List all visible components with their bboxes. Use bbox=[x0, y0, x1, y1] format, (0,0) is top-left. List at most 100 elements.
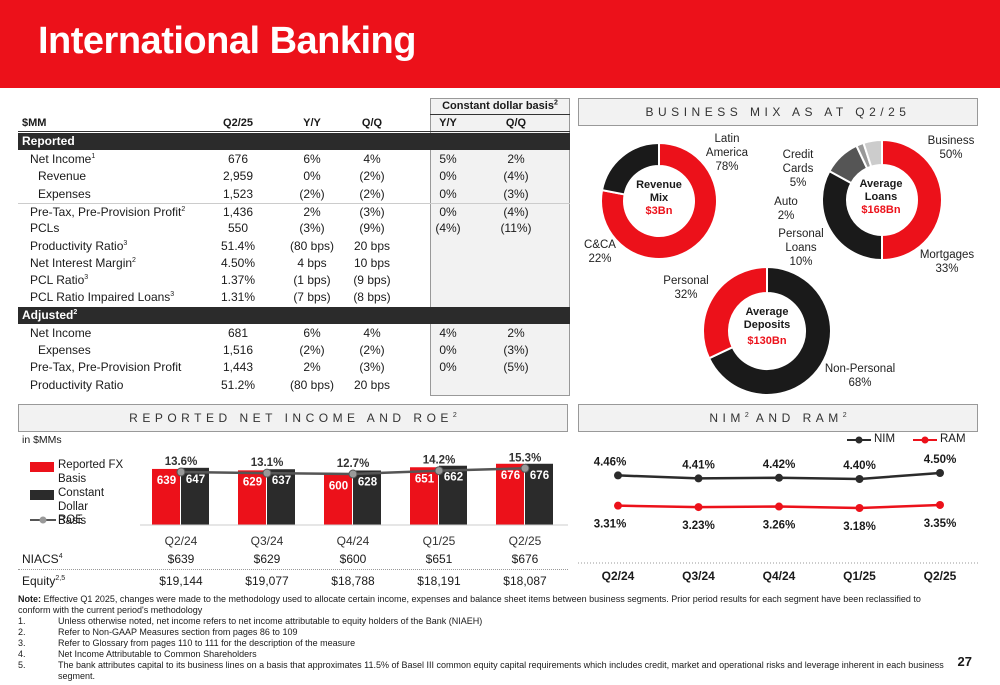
cell: (80 bps) bbox=[289, 238, 335, 253]
cell: (3%) bbox=[503, 343, 529, 357]
average-loans-slice-4 bbox=[862, 138, 883, 168]
page-title: International Banking bbox=[38, 20, 416, 62]
nim-label: 4.41% bbox=[682, 459, 715, 471]
label-cca: C&CA 22% bbox=[584, 239, 616, 265]
average-loans-slice-0 bbox=[881, 138, 943, 262]
results-table: Constant dollar basis2 $MM Q2/25 Y/Y Q/Q Y/Y… bbox=[18, 98, 570, 396]
label-credit-cards: Credit Cards 5% bbox=[782, 149, 814, 189]
note-number: 3. bbox=[18, 638, 26, 648]
cell: 1.37% bbox=[220, 273, 256, 288]
bar-value-label: 637 bbox=[272, 475, 291, 487]
bar-value-label: 647 bbox=[186, 474, 205, 486]
cell: 1,523 bbox=[222, 186, 254, 201]
equity-value: $19,144 bbox=[159, 574, 203, 588]
cell: (1 bps) bbox=[293, 273, 331, 288]
cell: (9%) bbox=[359, 221, 385, 236]
roe-label: 14.2% bbox=[423, 455, 456, 467]
constant-bar bbox=[525, 463, 553, 525]
cell: (4%) bbox=[435, 221, 461, 236]
row-label: Productivity Ratio bbox=[30, 377, 124, 392]
reported-bar bbox=[238, 470, 266, 525]
legend-roe-swatch bbox=[30, 516, 56, 524]
ram-point bbox=[775, 502, 783, 511]
bar-value-label: 662 bbox=[444, 472, 463, 484]
equity-value: $18,087 bbox=[503, 574, 547, 588]
reported-bar bbox=[324, 474, 352, 525]
table-row: Expenses 1,516 (2%) (2%) 0% (3%) bbox=[18, 342, 570, 359]
bar-value-label: 651 bbox=[415, 473, 435, 485]
cell: (3%) bbox=[359, 204, 385, 219]
header-mm: $MM bbox=[22, 117, 47, 129]
nim-label: 4.46% bbox=[594, 456, 627, 468]
row-label: Reported bbox=[22, 134, 75, 148]
cell: (2%) bbox=[359, 169, 385, 184]
table-row: PCL Ratio3 1.37% (1 bps) (9 bps) bbox=[18, 272, 570, 289]
niacs-value: $651 bbox=[425, 552, 453, 566]
niacs-value: $629 bbox=[253, 552, 281, 566]
cell: (3%) bbox=[503, 186, 529, 201]
cell: 6% bbox=[303, 152, 321, 166]
cell: 6% bbox=[303, 325, 321, 340]
nim-label: 4.40% bbox=[843, 460, 876, 472]
cell: (2%) bbox=[359, 186, 385, 201]
constant-bar bbox=[267, 469, 295, 525]
nim-point bbox=[775, 473, 783, 482]
x-tick-label: Q2/25 bbox=[509, 534, 542, 548]
cell: 20 bps bbox=[353, 377, 391, 392]
net-income-bar-chart: 639 647 Q2/24 629 637 Q3/24 600 628 Q4/24 651 662 Q… bbox=[140, 452, 568, 548]
niacs-label: NIACS4 bbox=[22, 552, 63, 566]
cell: (8 bps) bbox=[353, 290, 391, 305]
roe-point bbox=[434, 466, 444, 476]
ram-point bbox=[694, 503, 703, 512]
roe-label: 15.3% bbox=[509, 452, 542, 464]
x-tick-label: Q2/24 bbox=[602, 569, 635, 583]
table-row: Net Income1 676 6% 4% 5% 2% bbox=[18, 151, 570, 168]
table-row: PCLs 550 (3%) (9%) (4%) (11%) bbox=[18, 220, 570, 237]
x-tick-label: Q4/24 bbox=[763, 569, 796, 583]
cell: 51.2% bbox=[220, 377, 256, 392]
bar-value-label: 676 bbox=[530, 470, 549, 482]
cell: 1,436 bbox=[222, 204, 254, 219]
constant-bar bbox=[181, 467, 209, 525]
roe-point bbox=[262, 468, 272, 478]
legend-reported-swatch bbox=[30, 462, 54, 472]
cell: 2% bbox=[507, 325, 525, 340]
ram-point bbox=[614, 501, 622, 510]
cell: (3%) bbox=[359, 360, 385, 375]
label-business: Business 50% bbox=[927, 135, 975, 161]
cell: 10 bps bbox=[353, 255, 391, 270]
nim-point bbox=[694, 474, 703, 483]
average-deposits-slice-1 bbox=[702, 265, 768, 360]
equity-value: $18,788 bbox=[331, 574, 375, 588]
roe-label: 13.1% bbox=[251, 457, 284, 469]
section-reported: Reported bbox=[18, 133, 570, 150]
ram-point bbox=[936, 500, 944, 509]
note-number: 4. bbox=[18, 649, 26, 659]
constant-dollar-header: Constant dollar basis2 bbox=[430, 98, 570, 115]
unit-label: in $MMs bbox=[22, 434, 62, 446]
ram-label: 3.31% bbox=[594, 519, 627, 531]
cell: 4% bbox=[363, 152, 381, 166]
label-personal-loans: Personal Loans 10% bbox=[778, 228, 824, 268]
niacs-value: $600 bbox=[339, 552, 367, 566]
ram-label: 3.18% bbox=[843, 521, 876, 533]
revenue-mix-slice-0 bbox=[600, 141, 718, 260]
legend-ram-swatch bbox=[913, 436, 937, 444]
nim-ram-line-chart: 4.46% 4.41% 4.42% 4.40% 4.50% 3.31% 3.23% 3.26%… bbox=[578, 454, 978, 583]
note-item: 3. Refer to Glossary from pages 110 to 11… bbox=[18, 638, 356, 648]
ram-label: 3.35% bbox=[924, 518, 957, 530]
cell: 4.50% bbox=[220, 255, 256, 270]
x-tick-label: Q2/24 bbox=[165, 534, 198, 548]
cell: 676 bbox=[227, 152, 249, 166]
bar-value-label: 676 bbox=[501, 470, 520, 482]
note-item: 4. Net Income Attributable to Common Shar… bbox=[18, 649, 257, 659]
average-loans-center: Average Loans $168Bn bbox=[859, 178, 903, 216]
ram-label: 3.23% bbox=[682, 520, 715, 532]
table-row: Productivity Ratio 51.2% (80 bps) 20 bps bbox=[18, 377, 570, 394]
cell: (9 bps) bbox=[353, 273, 391, 288]
cell: (80 bps) bbox=[289, 377, 335, 392]
cell: 4% bbox=[439, 325, 457, 340]
row-label: Adjusted2 bbox=[22, 307, 78, 322]
row-label: Expenses bbox=[38, 343, 91, 357]
note-number: 1. bbox=[18, 616, 26, 626]
